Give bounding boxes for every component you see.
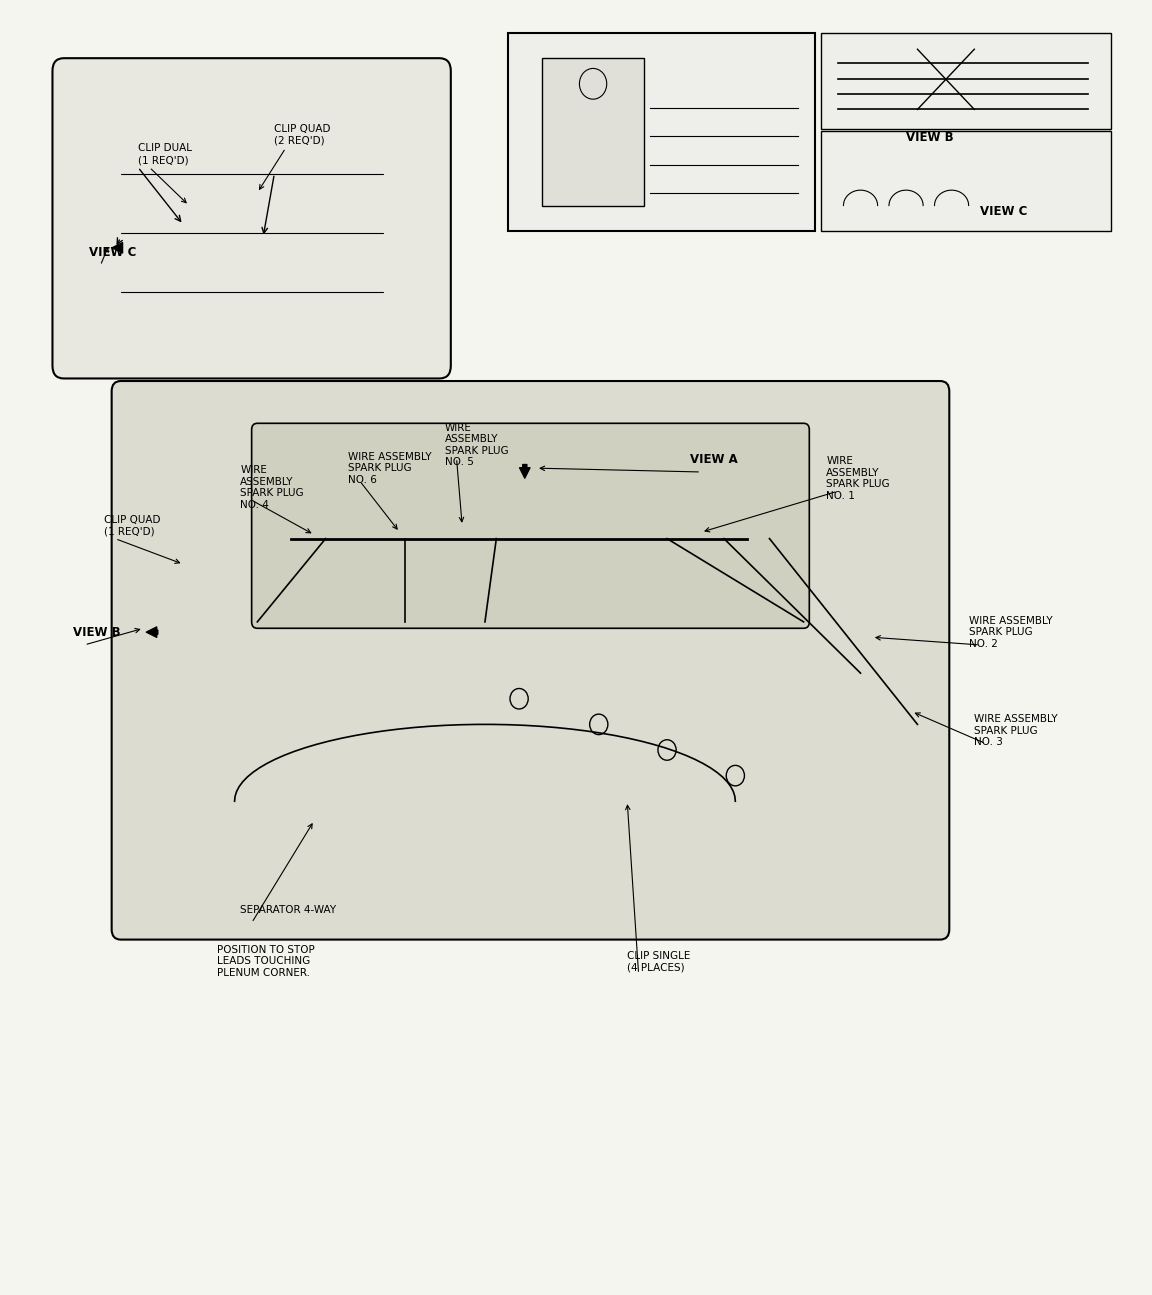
FancyBboxPatch shape (53, 58, 450, 378)
Text: WIRE
ASSEMBLY
SPARK PLUG
NO. 1: WIRE ASSEMBLY SPARK PLUG NO. 1 (826, 456, 890, 501)
Bar (820, 131, 1111, 231)
Bar (508, 32, 814, 231)
FancyBboxPatch shape (251, 423, 810, 628)
Text: WIRE
ASSEMBLY
SPARK PLUG
NO. 5: WIRE ASSEMBLY SPARK PLUG NO. 5 (445, 422, 509, 467)
Text: POSITION TO STOP
LEADS TOUCHING
PLENUM CORNER.: POSITION TO STOP LEADS TOUCHING PLENUM C… (218, 945, 316, 978)
Text: WIRE ASSEMBLY
SPARK PLUG
NO. 3: WIRE ASSEMBLY SPARK PLUG NO. 3 (975, 714, 1058, 747)
Text: VIEW B: VIEW B (73, 625, 121, 638)
Text: SEPARATOR 4-WAY: SEPARATOR 4-WAY (241, 905, 336, 916)
Bar (820, 32, 1111, 128)
Bar (541, 58, 644, 206)
Text: WIRE ASSEMBLY
SPARK PLUG
NO. 6: WIRE ASSEMBLY SPARK PLUG NO. 6 (348, 452, 432, 484)
Text: CLIP QUAD
(2 REQ'D): CLIP QUAD (2 REQ'D) (274, 124, 331, 146)
Text: VIEW C: VIEW C (89, 246, 136, 259)
Text: CLIP DUAL
(1 REQ'D): CLIP DUAL (1 REQ'D) (138, 144, 192, 164)
FancyBboxPatch shape (112, 381, 949, 940)
Text: WIRE
ASSEMBLY
SPARK PLUG
NO. 4: WIRE ASSEMBLY SPARK PLUG NO. 4 (241, 465, 304, 510)
Text: CLIP QUAD
(1 REQ'D): CLIP QUAD (1 REQ'D) (104, 515, 160, 536)
Text: CLIP SINGLE
(4 PLACES): CLIP SINGLE (4 PLACES) (627, 951, 690, 973)
Text: VIEW B: VIEW B (907, 131, 954, 144)
Text: VIEW C: VIEW C (980, 206, 1028, 219)
Text: WIRE ASSEMBLY
SPARK PLUG
NO. 2: WIRE ASSEMBLY SPARK PLUG NO. 2 (969, 615, 1052, 649)
Text: VIEW A: VIEW A (690, 453, 737, 466)
